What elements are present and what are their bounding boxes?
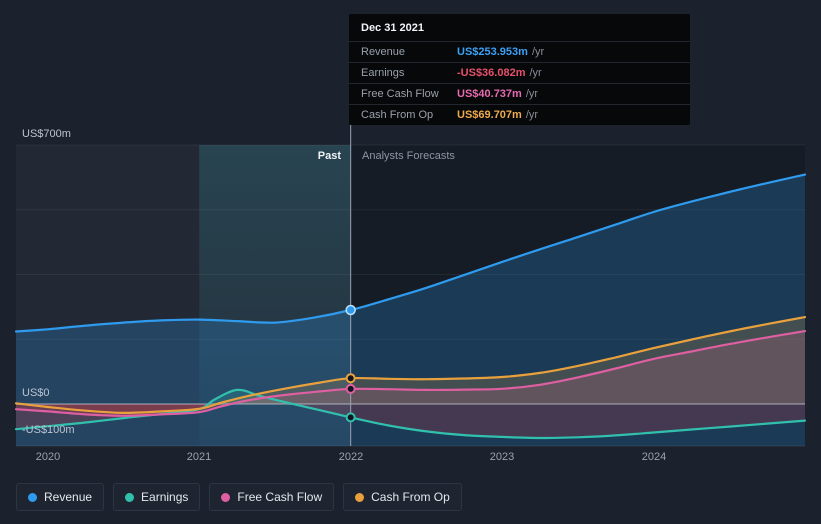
tooltip-earnings-value: -US$36.082m	[457, 67, 526, 79]
analysts-forecasts-label: Analysts Forecasts	[362, 150, 455, 162]
tooltip-fcf-suffix: /yr	[525, 88, 539, 100]
legend-item-cash-from-op[interactable]: Cash From Op	[343, 483, 462, 511]
y-axis-label-neg100: -US$100m	[22, 424, 75, 436]
tooltip-cashop-label: Cash From Op	[361, 109, 434, 121]
x-tick-2021: 2021	[186, 451, 212, 463]
legend-revenue-label: Revenue	[44, 490, 93, 504]
legend-item-revenue[interactable]: Revenue	[16, 483, 105, 511]
x-tick-2024: 2024	[641, 451, 667, 463]
legend-cashop-label: Cash From Op	[371, 490, 450, 504]
revenue-dot-icon	[28, 492, 37, 502]
tooltip-row-earnings: Earnings -US$36.082m /yr	[349, 62, 690, 83]
tooltip-earnings-label: Earnings	[361, 67, 405, 79]
x-tick-2023: 2023	[489, 451, 515, 463]
tooltip-row-cash-from-op: Cash From Op US$69.707m /yr	[349, 104, 690, 125]
earnings-dot-icon	[125, 492, 135, 502]
y-axis-label-700m: US$700m	[22, 128, 71, 140]
y-axis-label-0: US$0	[22, 387, 50, 399]
legend-item-free-cash-flow[interactable]: Free Cash Flow	[209, 483, 335, 511]
tooltip-fcf-value: US$40.737m	[457, 88, 522, 100]
tooltip-row-revenue: Revenue US$253.953m /yr	[349, 41, 690, 62]
tooltip-revenue-label: Revenue	[361, 46, 406, 58]
tooltip-revenue-suffix: /yr	[531, 46, 545, 58]
legend-fcf-label: Free Cash Flow	[237, 490, 323, 504]
free-cash-flow-dot-icon	[221, 492, 231, 502]
x-tick-2022: 2022	[338, 451, 364, 463]
tooltip-cashop-suffix: /yr	[525, 109, 539, 121]
cash-from-op-dot-icon	[355, 492, 365, 502]
legend-item-earnings[interactable]: Earnings	[113, 483, 201, 511]
x-tick-2020: 2020	[35, 451, 61, 463]
legend-earnings-label: Earnings	[141, 490, 189, 504]
tooltip-earnings-suffix: /yr	[529, 67, 542, 79]
tooltip-date: Dec 31 2021	[361, 22, 424, 34]
past-label: Past	[317, 150, 341, 162]
tooltip-fcf-label: Free Cash Flow	[361, 88, 439, 100]
chart-legend: Revenue Earnings Free Cash Flow Cash Fro…	[16, 483, 462, 511]
chart-tooltip: Dec 31 2021 Revenue US$253.953m /yr Earn…	[349, 14, 690, 125]
tooltip-cashop-value: US$69.707m	[457, 109, 522, 121]
tooltip-row-free-cash-flow: Free Cash Flow US$40.737m /yr	[349, 83, 690, 104]
tooltip-revenue-value: US$253.953m	[457, 46, 528, 58]
